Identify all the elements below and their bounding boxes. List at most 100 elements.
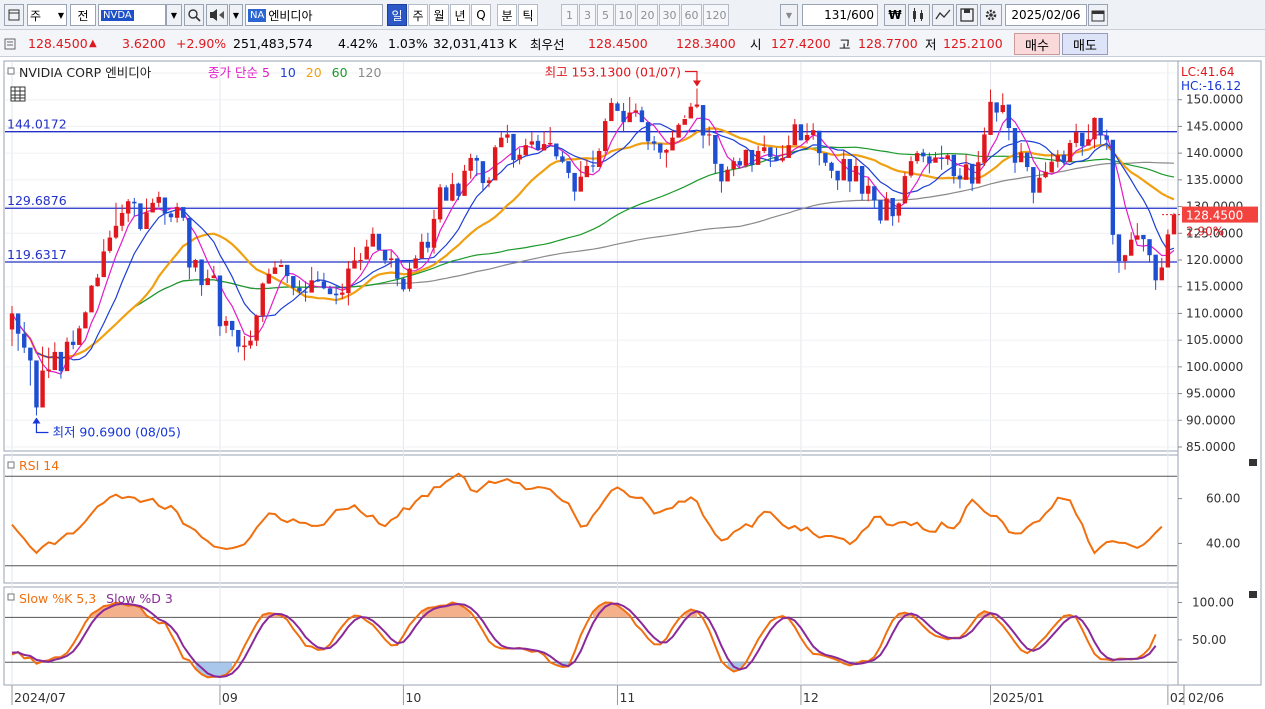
panel-menu-icon[interactable]: [7, 67, 15, 75]
candle-111: [688, 102, 694, 119]
indicator-button[interactable]: ₩: [884, 4, 906, 26]
chevron-down-icon: ▼: [57, 10, 64, 20]
search-button[interactable]: [184, 4, 204, 26]
interval-button-120[interactable]: 120: [703, 4, 729, 26]
panel-menu-icon[interactable]: [7, 461, 15, 469]
ticker-next-button[interactable]: ▼: [229, 4, 243, 26]
candle-body: [1025, 152, 1030, 168]
candle-body: [199, 259, 204, 286]
candle-54: [340, 283, 345, 300]
candle-167: [1031, 167, 1036, 204]
candle-19: [125, 199, 131, 223]
date-field[interactable]: 2025/02/06: [1005, 4, 1087, 26]
candle-3: [28, 347, 33, 386]
period-tab-5[interactable]: 분: [497, 4, 517, 26]
candle-body: [1080, 132, 1085, 147]
interval-button-3[interactable]: 3: [579, 4, 596, 26]
candle-53: [333, 284, 339, 305]
candle-83: [517, 148, 522, 165]
candle-body: [138, 203, 143, 230]
panel-close-icon[interactable]: [1249, 459, 1257, 466]
candle-42: [266, 268, 272, 285]
candle-body: [15, 313, 21, 334]
candle-23: [150, 198, 155, 213]
candle-body: [480, 161, 486, 184]
calendar-button[interactable]: [1088, 4, 1108, 26]
period-tab-6[interactable]: 틱: [518, 4, 538, 26]
period-tab-1[interactable]: 주: [408, 4, 428, 26]
mode-select[interactable]: 전: [70, 4, 96, 26]
rsi-title: RSI 14: [19, 458, 59, 473]
candle-body: [645, 122, 651, 142]
candle-0: [9, 305, 15, 347]
interval-dropdown-button[interactable]: ▼: [780, 4, 798, 26]
quote-menu-icon[interactable]: [4, 33, 26, 54]
candle-body: [9, 313, 15, 330]
period-tab-2[interactable]: 월: [429, 4, 449, 26]
panel-close-icon[interactable]: [1249, 591, 1257, 598]
candle-body: [541, 144, 547, 151]
period-tab-0[interactable]: 일: [387, 4, 407, 26]
stochastic-title: Slow %K 5,3 Slow %D 3: [19, 591, 173, 606]
price-change-pct: +2.90%: [176, 36, 227, 51]
ma-legend-60: 60: [332, 65, 348, 80]
interval-button-20[interactable]: 20: [637, 4, 658, 26]
stochastic-panel[interactable]: [3, 586, 1179, 686]
candle-70: [437, 184, 443, 223]
candle-5: [40, 346, 45, 408]
interval-button-1[interactable]: 1: [561, 4, 578, 26]
y-tick-3: 100.0000: [1186, 360, 1243, 374]
sell-button[interactable]: 매도: [1062, 33, 1108, 55]
candle-body: [670, 137, 675, 151]
stock-chart[interactable]: 144.0172 129.6876 119.6317 최고 153.1300 (01…: [0, 57, 1265, 709]
candle-count-field[interactable]: 131/600: [802, 4, 878, 26]
candle-body: [168, 213, 174, 218]
x-tick-5: 2025/01: [993, 690, 1045, 705]
candle-body: [272, 267, 278, 274]
stoch-tick-0: 50.00: [1192, 633, 1226, 647]
y-tick-4: 105.0000: [1186, 333, 1243, 347]
search-icon: [187, 8, 201, 22]
candle-body: [841, 159, 846, 181]
candle-130: [804, 123, 810, 144]
candle-body: [786, 145, 791, 158]
market-select[interactable]: 주 ▼: [27, 4, 67, 26]
lc-readout: LC:41.64: [1181, 65, 1234, 79]
period-tab-3[interactable]: 년: [450, 4, 470, 26]
ticker-input[interactable]: NVDA: [98, 4, 166, 26]
candle-body: [309, 280, 314, 293]
candle-129: [798, 124, 804, 141]
interval-button-10[interactable]: 10: [615, 4, 636, 26]
candle-50: [315, 271, 320, 282]
x-tick-2: 10: [405, 690, 421, 705]
candle-84: [523, 138, 528, 156]
panel-menu-icon[interactable]: [7, 593, 15, 601]
candle-body: [217, 275, 223, 327]
candle-72: [450, 172, 455, 202]
ticker-history-button[interactable]: [206, 4, 228, 26]
period-tab-4[interactable]: Q: [471, 4, 491, 26]
panel-title: NVIDIA CORP 엔비디아: [19, 65, 152, 80]
save-button[interactable]: [956, 4, 978, 26]
price-panel[interactable]: [3, 60, 1179, 452]
candle-166: [1025, 152, 1030, 172]
rsi-series: 40.00 60.00: [5, 472, 1240, 567]
candle-style-button[interactable]: [908, 4, 930, 26]
interval-button-5[interactable]: 5: [597, 4, 614, 26]
candle-body: [303, 291, 308, 293]
rsi-tick-1: 60.00: [1206, 492, 1240, 506]
candle-79: [492, 145, 498, 181]
settings-button[interactable]: [980, 4, 1002, 26]
drawing-tools-button[interactable]: [932, 4, 954, 26]
ticker-dropdown-button[interactable]: ▼: [166, 4, 182, 26]
table-view-icon[interactable]: [10, 86, 26, 102]
buy-button[interactable]: 매수: [1014, 33, 1060, 55]
interval-button-30[interactable]: 30: [659, 4, 680, 26]
candle-173: [1067, 139, 1073, 162]
candle-184: [1135, 223, 1140, 240]
window-menu-icon[interactable]: [4, 4, 24, 26]
candle-body: [1018, 152, 1024, 163]
current-price-label: 128.4500: [1186, 209, 1243, 223]
interval-button-60[interactable]: 60: [681, 4, 702, 26]
candle-158: [976, 151, 981, 184]
